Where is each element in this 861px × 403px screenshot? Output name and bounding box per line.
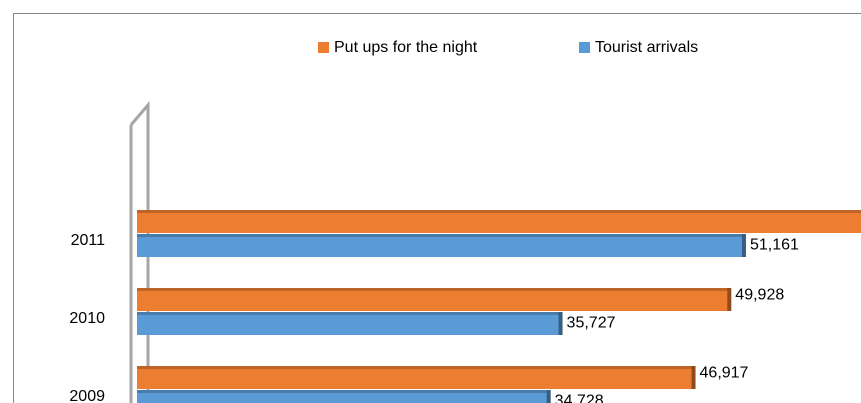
bar-end [691, 366, 696, 389]
y-tick-label: 2010 [69, 310, 105, 327]
bar-end [546, 390, 551, 403]
data-label: 51,161 [750, 237, 799, 254]
data-label: 46,917 [700, 365, 749, 382]
legend-swatch [579, 42, 590, 53]
bar [137, 366, 695, 389]
legend-label: Tourist arrivals [595, 39, 698, 56]
bar-end [741, 234, 746, 257]
bar [137, 210, 861, 233]
bar-top [137, 390, 550, 393]
data-label: 49,928 [735, 287, 784, 304]
data-label: 35,727 [567, 315, 616, 332]
bar [137, 312, 562, 335]
legend-label: Put ups for the night [334, 39, 478, 56]
bar [137, 390, 550, 403]
bar-top [137, 210, 861, 213]
y-tick-label: 2009 [69, 388, 105, 403]
bar-end [727, 288, 732, 311]
legend-swatch [318, 42, 329, 53]
bar-top [137, 312, 562, 315]
bar [137, 234, 745, 257]
y-tick-label: 2011 [71, 232, 106, 249]
chart-border [13, 13, 861, 403]
bar-top [137, 234, 745, 237]
bar-top [137, 288, 731, 291]
data-label: 34,728 [555, 393, 604, 403]
bar [137, 288, 731, 311]
bar-top [137, 366, 695, 369]
bar-end [558, 312, 563, 335]
